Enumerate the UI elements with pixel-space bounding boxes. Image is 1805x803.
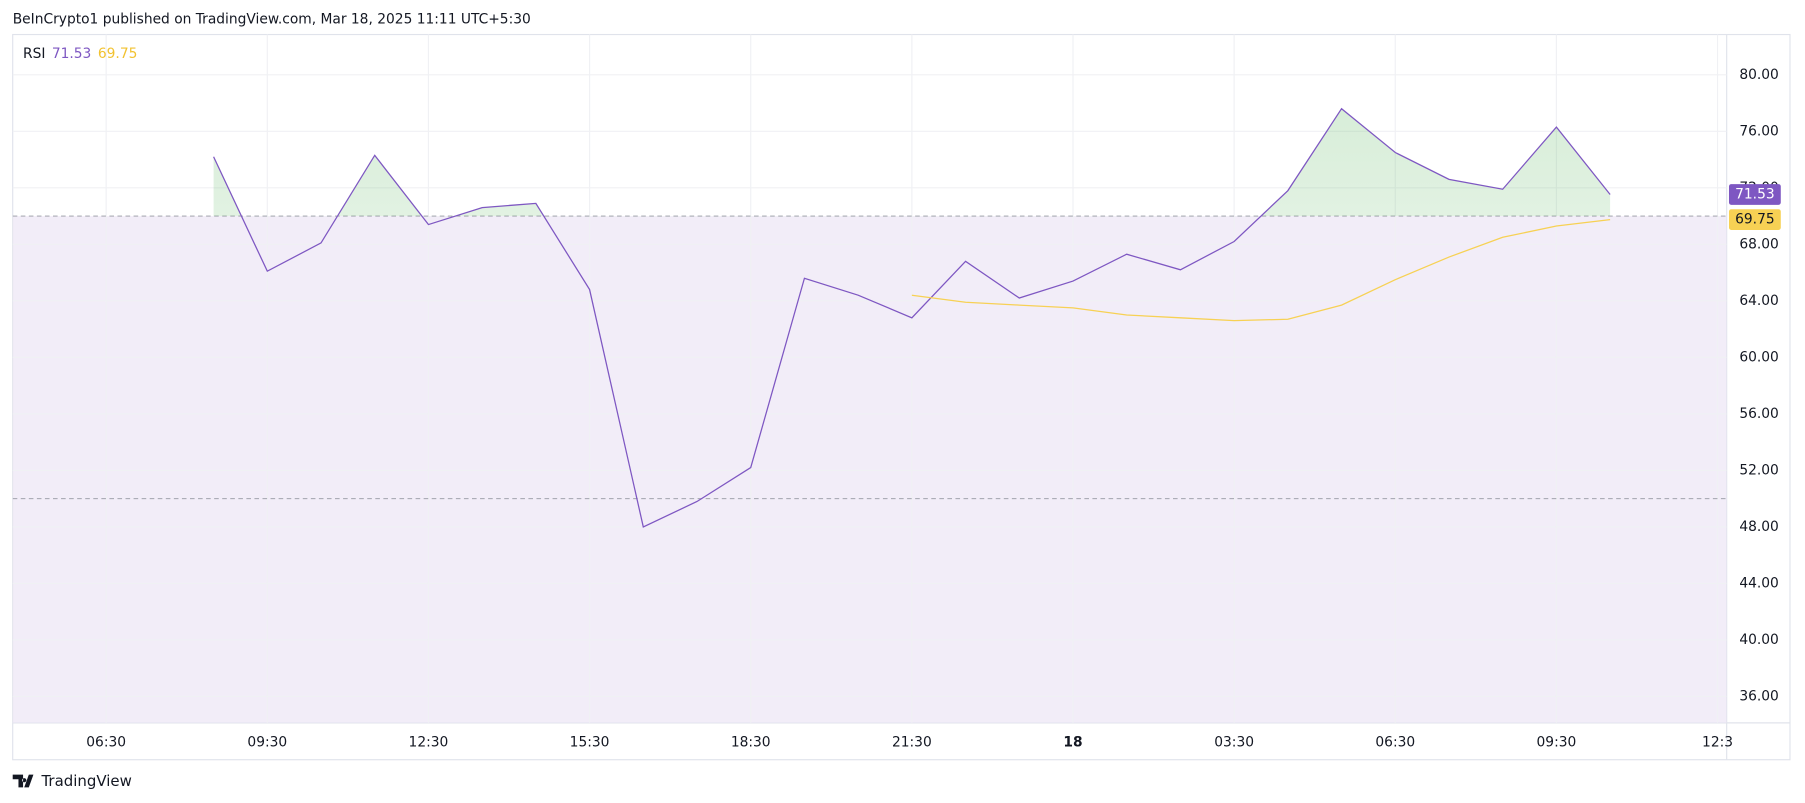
- series-line: [911, 218, 1611, 322]
- y-tick-label: 68.00: [1739, 236, 1779, 252]
- y-tick-label: 76.00: [1739, 123, 1779, 139]
- y-tick-label: 40.00: [1739, 632, 1779, 648]
- price-badge: [1728, 184, 1781, 205]
- y-tick-label: 36.00: [1739, 688, 1779, 704]
- x-tick-label: 15:30: [570, 734, 610, 750]
- x-tick-label: 18:30: [731, 734, 771, 750]
- legend-value: 71.53: [52, 46, 91, 62]
- x-tick-label: 09:30: [247, 734, 287, 750]
- y-tick-label: 80.00: [1739, 67, 1779, 83]
- y-tick-label: 44.00: [1739, 575, 1779, 591]
- x-tick-label: 06:30: [86, 734, 126, 750]
- y-tick-label: 64.00: [1739, 293, 1779, 309]
- price-badge-label: 69.75: [1735, 212, 1775, 228]
- attribution: BeInCrypto1 published on TradingView.com…: [13, 12, 531, 28]
- plot: 36.00 40.00 44.00 48.00 52.00 56.00 60.00 64.00…: [12, 34, 1781, 750]
- x-tick-label: 12:30: [409, 734, 449, 750]
- series-line: [213, 107, 1611, 528]
- overbought-fill: [213, 108, 1611, 217]
- y-tick-label: 56.00: [1739, 406, 1779, 422]
- legend-value: 69.75: [98, 46, 138, 62]
- x-tick-label: 03:30: [1214, 734, 1254, 750]
- x-tick-label: 09:30: [1537, 734, 1577, 750]
- legend-title: RSI: [23, 46, 45, 62]
- footer-brand: TradingView: [40, 772, 131, 790]
- x-tick-label: 06:30: [1375, 734, 1415, 750]
- y-tick-label: 52.00: [1739, 462, 1779, 478]
- y-tick-label: 60.00: [1739, 349, 1779, 365]
- price-badge: [1728, 209, 1781, 230]
- price-badge-label: 71.53: [1735, 186, 1775, 202]
- y-tick-label: 48.00: [1739, 519, 1779, 535]
- x-tick-label: 12:3: [1702, 734, 1733, 750]
- footer-logo: [12, 774, 34, 788]
- x-tick-label: 21:30: [892, 734, 932, 750]
- plot-area: [12, 34, 1727, 723]
- x-tick-label: 18: [1063, 734, 1082, 750]
